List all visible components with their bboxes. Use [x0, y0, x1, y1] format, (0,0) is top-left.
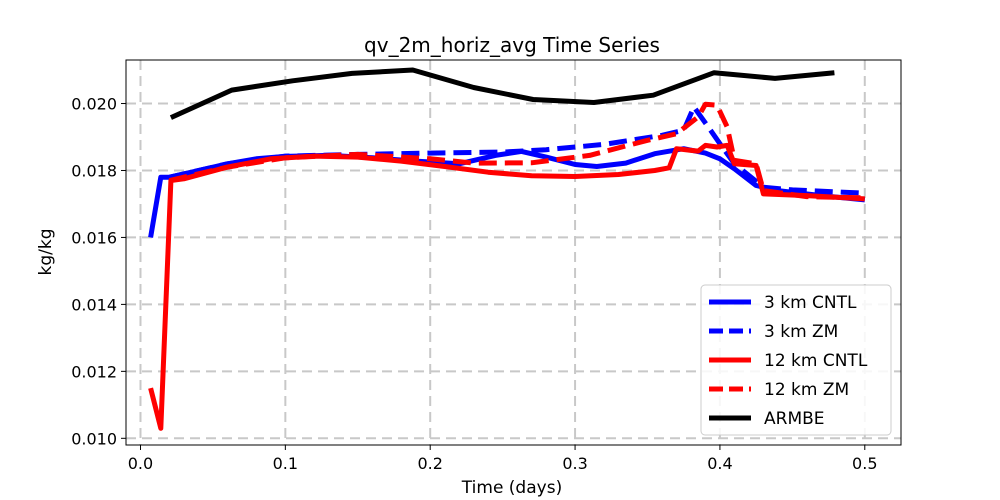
grid — [126, 60, 901, 445]
series-layer — [148, 67, 866, 431]
x-tick-label: 0.3 — [562, 454, 587, 473]
x-tick-label: 0.4 — [707, 454, 732, 473]
x-tick-label: 0.0 — [128, 454, 153, 473]
x-tick-label: 0.1 — [273, 454, 298, 473]
legend-label: 3 km ZM — [764, 322, 838, 342]
y-axis: 0.010 0.012 0.014 0.016 0.018 0.020 — [71, 95, 126, 448]
series-line-12-km-zm — [168, 101, 865, 201]
x-axis-label: Time (days) — [461, 478, 562, 498]
y-tick-label: 0.010 — [71, 429, 117, 448]
y-tick-label: 0.012 — [71, 362, 117, 381]
series-line-12-km-cntl — [148, 142, 865, 431]
x-tick-label: 0.5 — [852, 454, 877, 473]
legend: 3 km CNTL 3 km ZM 12 km CNTL 12 km ZM ARMBE — [700, 284, 892, 436]
y-tick-label: 0.020 — [71, 95, 117, 114]
x-tick-label: 0.2 — [417, 454, 442, 473]
plot-frame — [125, 59, 902, 446]
chart-title: qv_2m_horiz_avg Time Series — [364, 33, 660, 57]
y-axis-label: kg/kg — [36, 229, 56, 276]
legend-label: 12 km ZM — [764, 380, 849, 400]
x-axis: 0.0 0.1 0.2 0.3 0.4 0.5 — [128, 445, 878, 473]
legend-label: ARMBE — [764, 409, 825, 429]
y-tick-label: 0.016 — [71, 228, 117, 247]
series-line-armbe — [169, 67, 835, 120]
legend-box — [700, 284, 892, 436]
y-tick-label: 0.014 — [71, 295, 117, 314]
legend-label: 12 km CNTL — [764, 351, 868, 371]
legend-label: 3 km CNTL — [764, 293, 857, 313]
y-tick-label: 0.018 — [71, 161, 117, 180]
